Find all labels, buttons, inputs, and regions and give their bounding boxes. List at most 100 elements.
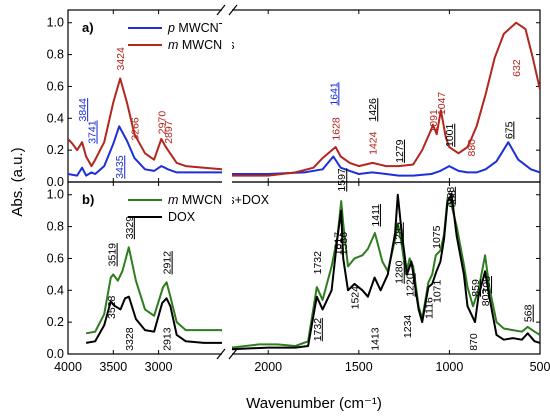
axis-break-gap — [222, 4, 232, 360]
peak-label-text: 1091 — [428, 109, 440, 133]
panel-label: a) — [82, 20, 94, 35]
peak-label-text: 2897 — [163, 120, 175, 144]
peak-label-text: 1426 — [367, 98, 379, 122]
y-tick-label: 1.0 — [47, 188, 64, 202]
x-axis-title: Wavenumber (cm⁻¹) — [246, 395, 382, 412]
peak-label: 1424 — [368, 131, 380, 155]
peak-label: 1047 — [436, 92, 448, 116]
peak-label-text: 3519 — [107, 243, 119, 267]
peak-label-text: 1220 — [405, 273, 417, 297]
peak-label-text: 1280 — [394, 260, 406, 284]
legend-entry-m: m MWCNTs — [168, 38, 235, 52]
legend-prefix: m — [168, 38, 178, 52]
legend-text: DOX — [168, 210, 196, 224]
series-line-dox — [85, 193, 540, 351]
peak-label-text: 1234 — [402, 315, 414, 339]
axis-break-mark — [228, 348, 238, 360]
peak-label: 798 — [481, 276, 493, 294]
axis-break-mark — [216, 4, 226, 16]
peak-label-text: 1047 — [436, 92, 448, 116]
y-tick-label: 0.0 — [47, 347, 64, 361]
peak-label-text: 2970 — [156, 111, 168, 135]
peak-label: 3844 — [77, 98, 89, 122]
legend-text: MWCNTs — [175, 21, 231, 35]
peak-label: 1617 — [333, 232, 345, 256]
peak-label: 1001 — [444, 123, 456, 147]
peak-label-text: 3328 — [124, 327, 136, 351]
peak-label-text: 3329 — [124, 216, 136, 240]
peak-label: 1091 — [428, 109, 440, 133]
peak-label: 2912 — [162, 251, 174, 275]
peak-label-text: 1071 — [432, 279, 444, 303]
peak-label: 988 — [447, 190, 459, 208]
peak-label: 2970 — [156, 111, 168, 135]
peak-label: 1285 — [393, 222, 405, 246]
peak-label-text: 988 — [447, 190, 459, 208]
peak-label-text: 1617 — [333, 232, 345, 256]
y-tick-label: 0.2 — [47, 143, 64, 157]
peak-label-text: 2912 — [162, 251, 174, 275]
peak-label: 1075 — [431, 225, 443, 249]
peak-label: 3266 — [130, 117, 142, 141]
y-tick-label: 0.4 — [47, 283, 64, 297]
peak-label: 2897 — [163, 120, 175, 144]
peak-label-text: 1279 — [394, 139, 406, 163]
peak-label: 3328 — [124, 327, 136, 351]
peak-label: 1524 — [350, 286, 362, 310]
legend-entry-dox: DOX — [168, 210, 196, 224]
y-axis-title: Abs. (a.u.) — [9, 147, 26, 216]
peak-label-text: 880 — [466, 139, 478, 157]
legend-prefix: p — [167, 21, 175, 35]
peak-label: 1732 — [312, 318, 324, 342]
y-tick-label: 0.8 — [47, 48, 64, 62]
peak-label: 3435 — [114, 155, 126, 179]
peak-label: 3424 — [115, 47, 127, 71]
peak-label-text: 859 — [470, 279, 482, 297]
legend-entry-p: p MWCNTs — [167, 21, 231, 35]
axis-break-mark — [216, 348, 226, 360]
peak-label-text: 2913 — [162, 327, 174, 351]
peak-label: 1426 — [367, 98, 379, 122]
peak-label-text: 675 — [503, 121, 515, 139]
peak-label-text: 3844 — [77, 98, 89, 122]
peak-label: 803 — [480, 289, 492, 307]
peak-label-text: 1411 — [370, 204, 382, 227]
y-tick-label: 1.0 — [47, 16, 64, 30]
peak-label-text: 1597 — [336, 168, 348, 192]
peak-label-text: 1075 — [431, 225, 443, 249]
axis-break-mark — [228, 4, 238, 16]
peak-label: 1071 — [432, 279, 444, 303]
peak-label: 1641 — [328, 82, 340, 106]
peak-label-text: 568 — [523, 304, 535, 322]
peak-label: 1411 — [370, 204, 382, 227]
peak-label: 1279 — [394, 139, 406, 163]
peak-label: 998 — [445, 187, 457, 205]
y-tick-label: 0.6 — [47, 251, 64, 265]
y-tick-label: 0.8 — [47, 220, 64, 234]
peak-label: 3519 — [107, 243, 119, 267]
peak-label: 568 — [523, 304, 535, 322]
peak-label-text: 3528 — [106, 295, 118, 319]
peak-label-text: 1285 — [393, 222, 405, 246]
peak-label: 1628 — [331, 117, 343, 141]
peak-label-text: 1413 — [370, 327, 382, 351]
legend-entry-mdox: m MWCNTs+DOX — [168, 193, 270, 207]
peak-label-text: 803 — [480, 289, 492, 307]
panel-frame-2 — [67, 181, 541, 355]
peak-label: 1116 — [423, 297, 435, 319]
peak-label: 3741 — [87, 120, 99, 144]
peak-label: 1586 — [338, 232, 350, 256]
peak-label-text: 3424 — [115, 47, 127, 71]
peak-label: 1220 — [405, 273, 417, 297]
peak-label: 1597 — [336, 168, 348, 192]
peak-label-text: 1586 — [338, 232, 350, 256]
peak-label-text: 798 — [481, 276, 493, 294]
series-line-mdox — [85, 196, 540, 349]
peak-label-text: 3741 — [87, 120, 99, 144]
peak-label-text: 1116 — [423, 297, 435, 319]
y-tick-label: 0.4 — [47, 111, 64, 125]
legend-text: MWCNTs — [178, 38, 234, 52]
peak-label: 859 — [470, 279, 482, 297]
peak-label: 3528 — [106, 295, 118, 319]
